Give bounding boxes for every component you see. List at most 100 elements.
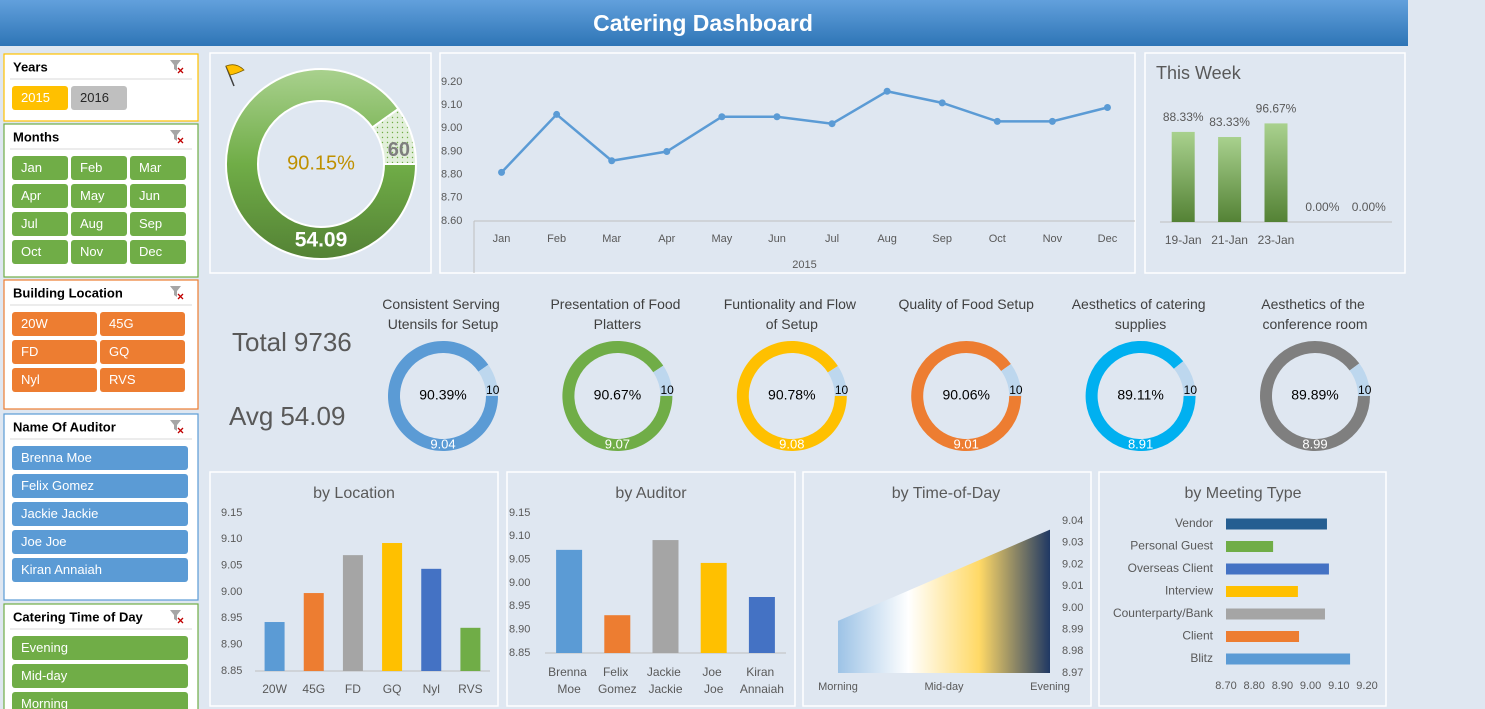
gauge-remainder-arc <box>1001 363 1022 396</box>
slicer-item[interactable] <box>12 156 68 180</box>
slicer-item[interactable] <box>12 474 188 498</box>
slicer-item[interactable] <box>12 664 188 688</box>
slicer-item[interactable] <box>130 240 186 264</box>
slicer-item[interactable] <box>12 530 188 554</box>
slicer-item[interactable] <box>12 636 188 660</box>
slicer-item[interactable] <box>100 340 185 364</box>
slicer-item[interactable] <box>71 156 127 180</box>
slicer-item[interactable] <box>12 184 68 208</box>
slicer-item[interactable] <box>100 368 185 392</box>
filter-clear-icon[interactable] <box>170 286 184 300</box>
slicer-item[interactable] <box>12 502 188 526</box>
filter-clear-icon[interactable] <box>170 130 184 144</box>
slicer-item-label[interactable]: RVS <box>109 372 136 387</box>
filter-clear-icon[interactable] <box>170 60 184 74</box>
slicer-item-label[interactable]: Apr <box>21 188 42 203</box>
text-line: Platters <box>594 316 641 332</box>
line-marker <box>773 113 781 121</box>
slicer-item[interactable] <box>130 156 186 180</box>
slicer-item[interactable] <box>71 212 127 236</box>
slicer-item[interactable] <box>71 184 127 208</box>
slicer-title: Name Of Auditor <box>13 419 116 434</box>
slicer-item-label[interactable]: Dec <box>139 244 163 259</box>
y-tick-label: 9.05 <box>221 560 242 572</box>
y-tick-label: 9.15 <box>509 507 530 519</box>
y-tick-label: 9.00 <box>509 577 530 589</box>
slicer-item[interactable] <box>71 240 127 264</box>
y-category-label: Personal Guest <box>1130 539 1213 553</box>
bar <box>1226 631 1300 642</box>
slicer-item-label[interactable]: Mar <box>139 160 162 175</box>
y-category-label: Counterparty/Bank <box>1113 606 1214 620</box>
slicer-item-label[interactable]: Mid-day <box>21 668 68 683</box>
x-tick-label: Mar <box>602 233 621 245</box>
slicer-item[interactable] <box>12 558 188 582</box>
x-tick-label: 9.00 <box>1300 680 1321 692</box>
y-category-label: Interview <box>1165 584 1213 598</box>
gauge-max-label: 10 <box>835 383 849 397</box>
slicer-item[interactable] <box>12 240 68 264</box>
slicer-item-label[interactable]: Oct <box>21 244 42 259</box>
filter-icon-shape <box>170 610 181 621</box>
slicer-item[interactable] <box>71 86 127 110</box>
slicer-item-label[interactable]: Brenna Moe <box>21 450 92 465</box>
filter-clear-icon[interactable] <box>170 610 184 624</box>
slicer-item[interactable] <box>12 446 188 470</box>
slicer-item-label[interactable]: Nyl <box>21 372 40 387</box>
slicer-item-label[interactable]: Jul <box>21 216 38 231</box>
title-bar <box>0 0 1408 46</box>
slicer-item-label[interactable]: 2016 <box>80 90 109 105</box>
filter-clear-icon[interactable] <box>170 420 184 434</box>
x-tick-label: Jun <box>768 233 786 245</box>
slicer-item-label[interactable]: Aug <box>80 216 103 231</box>
line-marker <box>553 110 561 118</box>
y-tick-label: 8.95 <box>509 600 530 612</box>
slicer-item-label[interactable]: Evening <box>21 640 68 655</box>
bar <box>1226 608 1325 620</box>
slicer-item-label[interactable]: Kiran Annaiah <box>21 562 102 577</box>
kpi-average: Avg 54.09 <box>229 401 345 431</box>
slicer-item-label[interactable]: Jun <box>139 188 160 203</box>
y-tick-label: 8.95 <box>221 612 242 624</box>
bar <box>1226 586 1298 597</box>
text-line: Joe <box>702 665 725 679</box>
slicer-item-label[interactable]: Sep <box>139 216 162 231</box>
y-tick-label: 8.90 <box>441 145 462 157</box>
bar <box>556 549 583 653</box>
slicer-item-label[interactable]: Morning <box>21 696 68 709</box>
x-tick-label: 8.70 <box>1215 680 1236 692</box>
slicer-item-label[interactable]: May <box>80 188 105 203</box>
filter-icon-shape <box>170 420 181 431</box>
slicer-item[interactable] <box>12 368 97 392</box>
x-tick-label: 8.80 <box>1243 680 1264 692</box>
slicer-item-label[interactable]: 20W <box>21 316 48 331</box>
slicer-item-label[interactable]: 45G <box>109 316 134 331</box>
slicer-item-label[interactable]: Felix Gomez <box>21 478 94 493</box>
y-tick-label: 9.04 <box>1062 515 1083 527</box>
slicer-item[interactable] <box>12 340 97 364</box>
slicer-item[interactable] <box>12 692 188 709</box>
text-line: Presentation of Food <box>550 296 684 312</box>
slicer-item-label[interactable]: Jackie Jackie <box>21 506 98 521</box>
slicer-item[interactable] <box>12 312 97 336</box>
x-tick-label: 45G <box>302 682 325 696</box>
slicer-item-label[interactable]: Feb <box>80 160 102 175</box>
line-marker <box>608 157 616 165</box>
slicer-item-label[interactable]: Jan <box>21 160 42 175</box>
slicer-item[interactable] <box>100 312 185 336</box>
line-marker <box>1048 117 1056 125</box>
slicer-item-label[interactable]: 2015 <box>21 90 50 105</box>
slicer-item-label[interactable]: FD <box>21 344 38 359</box>
slicer-title: Years <box>13 59 48 74</box>
slicer-item[interactable] <box>12 86 68 110</box>
text-line: Moe <box>557 682 581 696</box>
slicer-item[interactable] <box>130 212 186 236</box>
slicer-item[interactable] <box>12 212 68 236</box>
gauge-value-label: 54.09 <box>295 229 348 252</box>
slicer-item-label[interactable]: Nov <box>80 244 104 259</box>
y-tick-label: 9.01 <box>1062 580 1083 592</box>
slicer-item[interactable] <box>130 184 186 208</box>
slicer-item-label[interactable]: Joe Joe <box>21 534 67 549</box>
slicer-item-label[interactable]: GQ <box>109 344 129 359</box>
